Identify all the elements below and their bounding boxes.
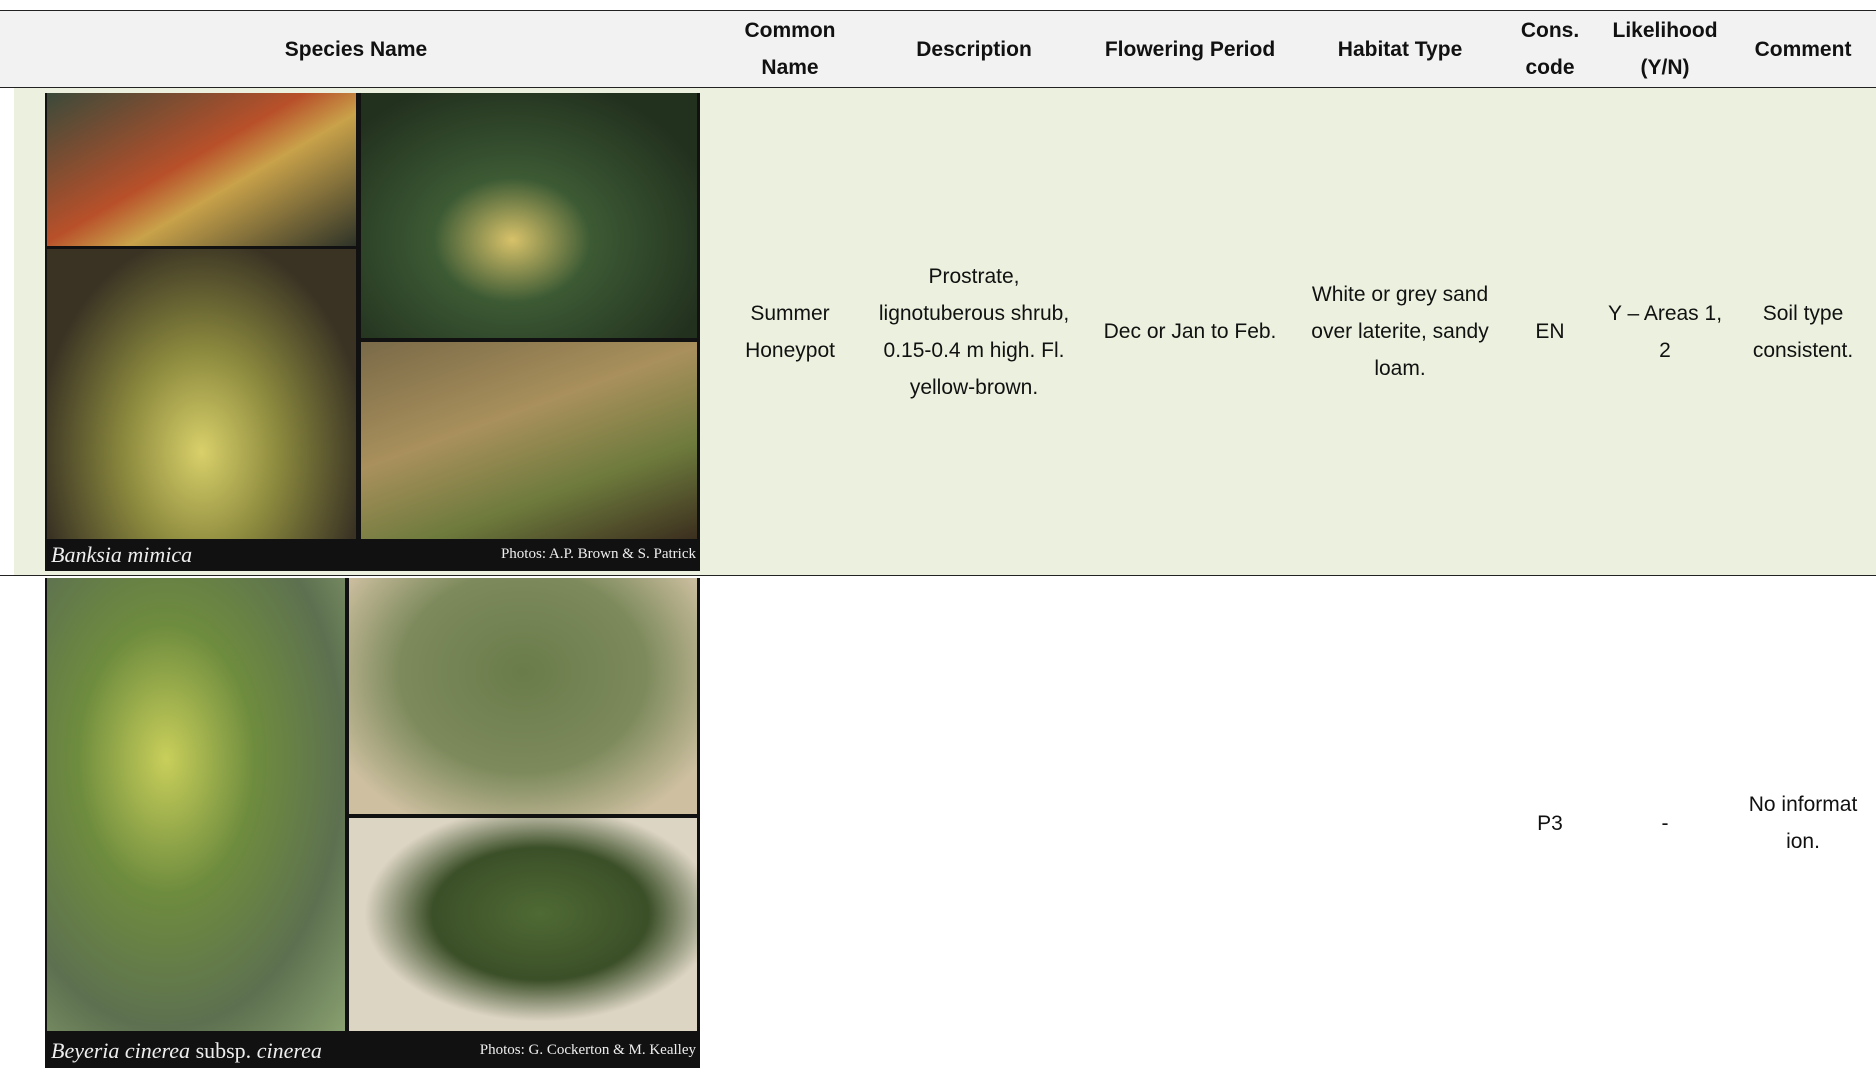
species-row: Banksia mimica Photos: A.P. Brown & S. P… <box>0 87 1876 576</box>
header-cell: Comment <box>1730 10 1876 88</box>
species-photo: Beyeria cinerea subsp. cinerea Photos: G… <box>45 578 700 1068</box>
cell: P3 <box>1537 811 1563 835</box>
cell: Dec or Jan to Feb. <box>1080 87 1301 576</box>
species-table: Species Name Common Name Description Flo… <box>0 10 1876 1070</box>
header-cell: Likelihood (Y/N) <box>1600 10 1731 88</box>
species-row: Beyeria cinerea subsp. cinerea Photos: G… <box>0 575 1876 1070</box>
cell <box>868 576 1080 1070</box>
cell: Summer Honeypot <box>712 87 869 576</box>
cell <box>1080 576 1300 1070</box>
species-photo: Banksia mimica Photos: A.P. Brown & S. P… <box>45 92 700 573</box>
cell: Prostrate, lignotuberous shrub, 0.15-0.4… <box>868 87 1081 576</box>
header-cell: Common Name <box>712 10 869 88</box>
species-rank: subsp. <box>195 1037 252 1063</box>
header-cell: Flowering Period <box>1080 10 1301 88</box>
header-cell: Habitat Type <box>1300 10 1501 88</box>
header-row: Species Name Common Name Description Flo… <box>0 10 1876 88</box>
species-subname: cinerea <box>256 1037 322 1063</box>
header-cell: Description <box>868 10 1081 88</box>
cell <box>712 576 868 1070</box>
photo-credit: Photos: G. Cockerton & M. Kealley <box>479 1041 696 1058</box>
cell: No information. <box>1748 793 1858 853</box>
photo-species: Beyeria cinerea subsp. cinerea <box>51 1032 322 1069</box>
cell: EN <box>1500 87 1601 576</box>
photo-credit: Photos: A.P. Brown & S. Patrick <box>500 546 696 562</box>
photo-species: Banksia mimica <box>51 536 192 573</box>
species-name: Banksia mimica <box>51 542 193 567</box>
cell <box>1300 576 1500 1070</box>
cell: - <box>1661 811 1669 835</box>
header-cell: Species Name <box>0 10 713 88</box>
header-cell: Cons. code <box>1500 10 1601 88</box>
cell: White or grey sand over laterite, sandy … <box>1300 87 1501 576</box>
cell: Soil type consistent. <box>1730 87 1876 576</box>
species-name: Beyeria cinerea <box>51 1037 191 1063</box>
cell: Y – Areas 1, 2 <box>1600 87 1731 576</box>
